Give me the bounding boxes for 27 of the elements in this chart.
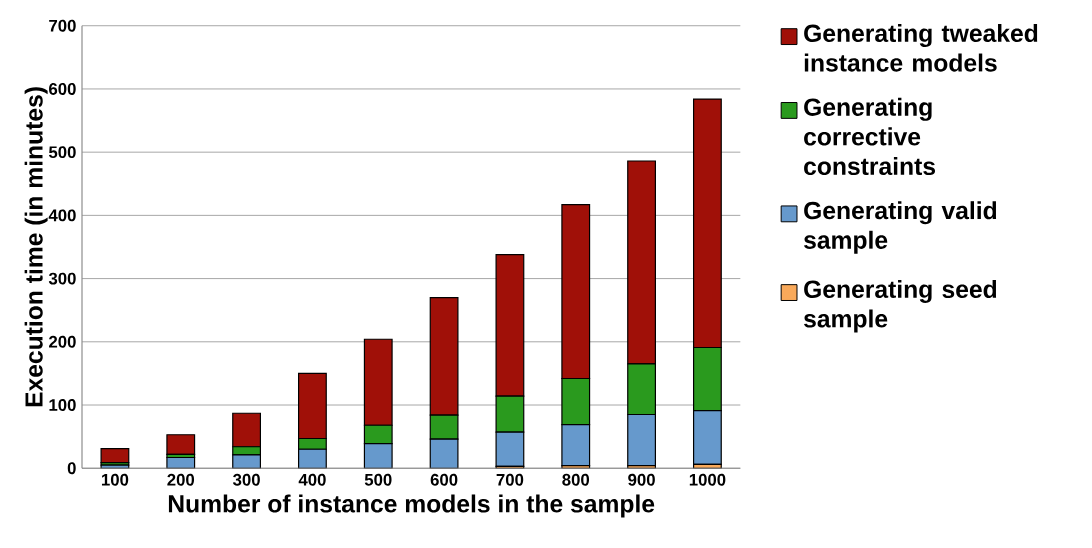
y-tick-label: 600 — [49, 82, 76, 95]
y-tick-label: 0 — [67, 462, 76, 474]
legend-label: Generating valid sample — [804, 200, 997, 254]
x-tick-label: 600 — [430, 473, 458, 486]
x-tick-label: 200 — [167, 473, 195, 486]
x-tick-label: 300 — [232, 473, 260, 486]
y-tick-label: 500 — [48, 146, 76, 158]
bar — [166, 456, 196, 469]
y-tick-label: 100 — [49, 398, 76, 411]
x-tick-label: 900 — [628, 473, 655, 486]
y-tick-label: 300 — [48, 272, 76, 285]
x-tick-label: 1000 — [689, 473, 726, 486]
bar — [100, 447, 130, 463]
x-tick-label: 400 — [298, 473, 326, 486]
y-tick-label: 200 — [49, 335, 76, 348]
y-tick-label: 400 — [48, 209, 76, 222]
x-tick-label: 500 — [364, 473, 392, 486]
y-tick-label: 700 — [49, 19, 76, 32]
x-axis-title: Number of instance models in the sample — [168, 494, 655, 518]
legend-label: Generating tweaked instance models — [804, 23, 1038, 72]
legend-label: Generating corrective constraints — [804, 97, 936, 175]
x-tick-label: 800 — [562, 473, 590, 486]
legend-label: Generating seed sample — [804, 279, 997, 333]
y-axis-title: Execution time (in minutes) — [24, 87, 48, 407]
x-tick-label: 100 — [101, 473, 129, 486]
x-tick-label: 700 — [496, 473, 524, 486]
bar — [166, 433, 196, 455]
